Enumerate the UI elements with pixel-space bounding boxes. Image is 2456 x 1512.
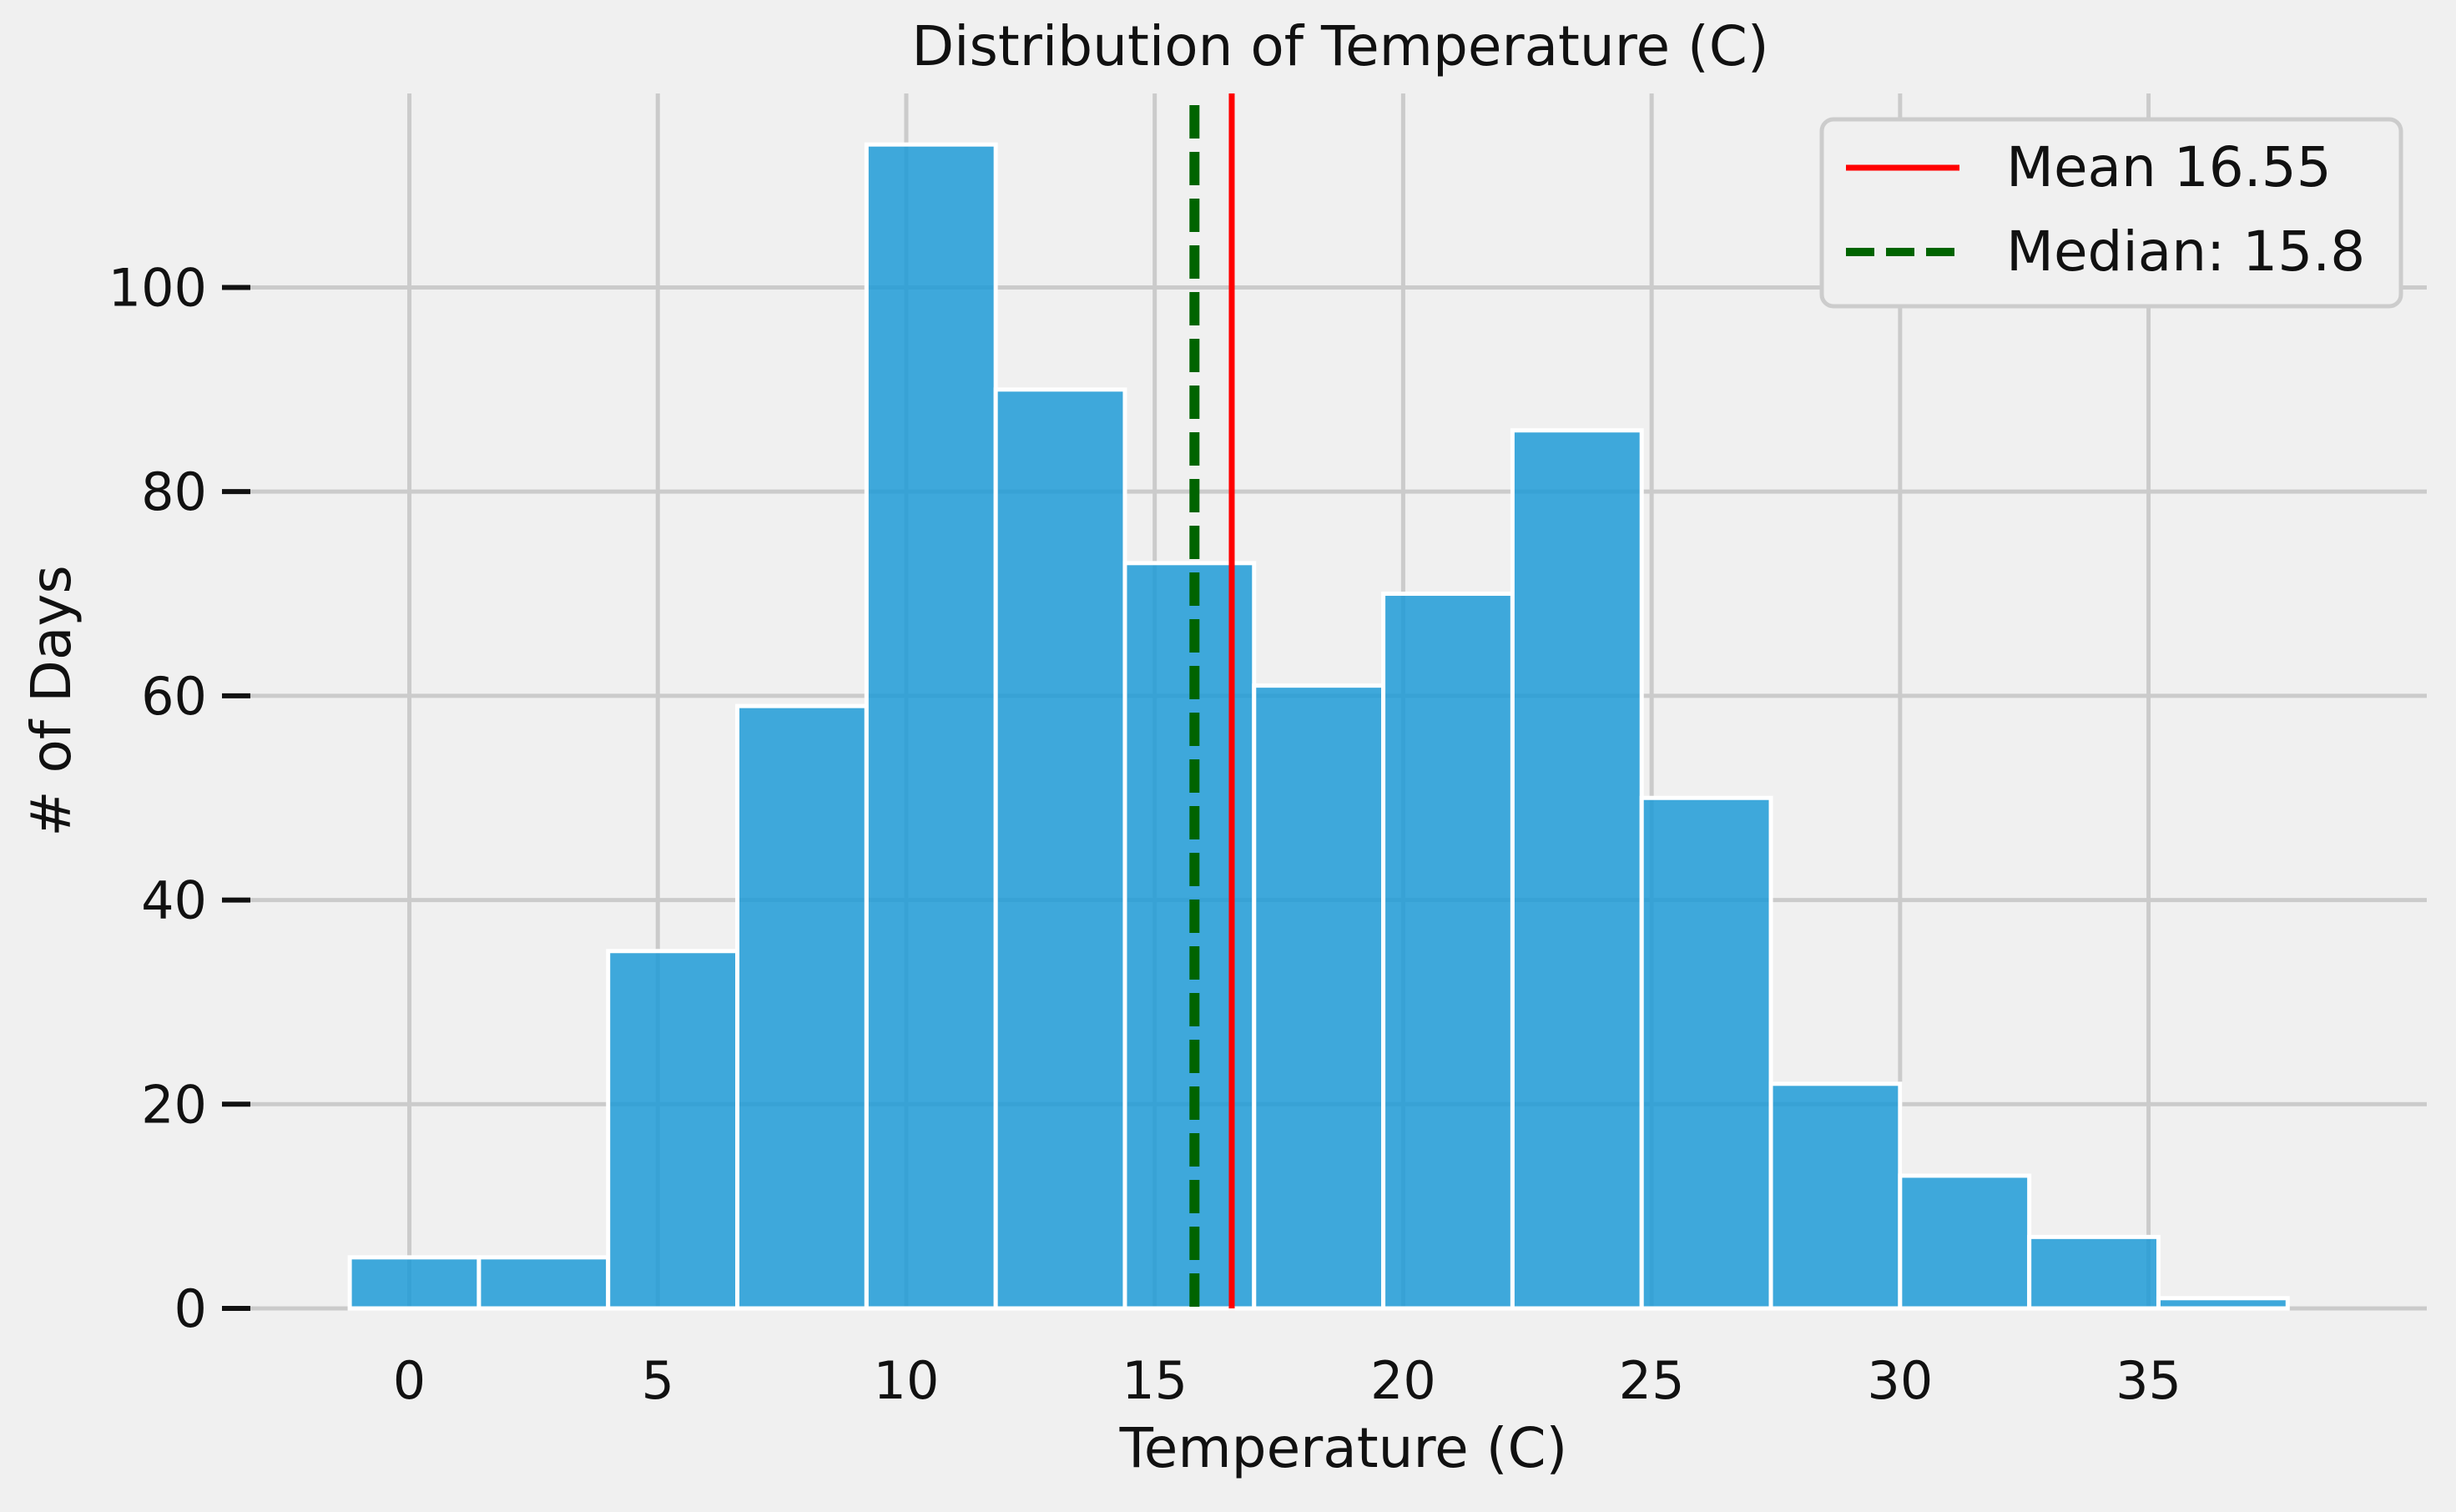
y-tick-label: 80: [141, 461, 207, 522]
histogram-bar: [1252, 683, 1386, 1311]
x-tick-label: 25: [1619, 1350, 1685, 1411]
legend-median-label: Median: 15.8: [2006, 219, 2365, 284]
x-tick-label: 35: [2116, 1350, 2181, 1411]
histogram-bar: [477, 1255, 611, 1311]
x-tick-label: 0: [393, 1350, 426, 1411]
reference-lines-layer: [1189, 93, 1235, 1308]
histogram-bar: [1510, 428, 1644, 1311]
legend: Mean 16.55 Median: 15.8: [1819, 117, 2403, 309]
y-tick-label: 40: [141, 870, 207, 931]
histogram-bar: [735, 703, 869, 1311]
x-axis-label: Temperature (C): [1119, 1416, 1568, 1480]
axes-layer: 0 20 40 60 80 100 0 5 10 15 20 25 30 35: [108, 257, 2181, 1411]
histogram-bar: [1898, 1173, 2032, 1311]
x-tick-label: 10: [874, 1350, 940, 1411]
x-tick-label: 5: [642, 1350, 674, 1411]
y-tick-label: 100: [108, 257, 207, 318]
bars-layer: [347, 142, 2290, 1311]
y-tick-label: 60: [141, 666, 207, 727]
histogram-bar: [1768, 1081, 1903, 1311]
legend-box: [1819, 117, 2403, 309]
y-tick-label: 20: [141, 1074, 207, 1135]
legend-mean-label: Mean 16.55: [2006, 135, 2332, 199]
x-tick-label: 20: [1370, 1350, 1436, 1411]
x-tick-label: 15: [1122, 1350, 1188, 1411]
y-axis-label: # of Days: [19, 565, 83, 837]
histogram-bar: [1639, 795, 1773, 1311]
chart-title: Distribution of Temperature (C): [911, 14, 1768, 78]
histogram-bar: [1381, 592, 1515, 1311]
y-tick-label: 0: [174, 1278, 207, 1339]
x-tick-label: 30: [1867, 1350, 1933, 1411]
histogram-bar: [347, 1255, 482, 1311]
histogram-bar: [993, 387, 1127, 1311]
histogram-bar: [864, 142, 998, 1311]
histogram-bar: [606, 949, 740, 1311]
histogram-bar: [2156, 1296, 2290, 1311]
histogram-bar: [2027, 1234, 2161, 1311]
